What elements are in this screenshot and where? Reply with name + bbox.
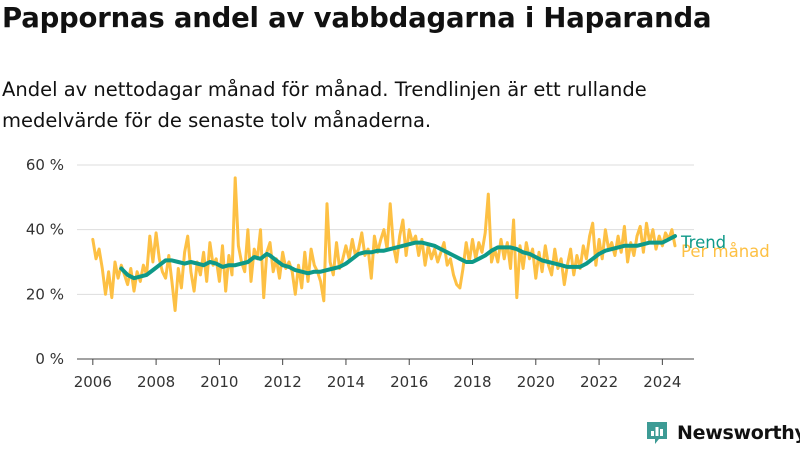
legend-label-per-manad: Per månad bbox=[681, 242, 770, 261]
y-tick-label: 20 % bbox=[26, 285, 64, 303]
series-line-trend bbox=[119, 234, 677, 281]
x-axis: 2006 2008 2010 2012 2014 2016 2018 2020 2022 2024 bbox=[74, 358, 694, 391]
brand-logo: Newsworthy bbox=[645, 418, 800, 448]
legend-label-trend: Trend bbox=[680, 233, 726, 252]
y-tick-label: 40 % bbox=[26, 221, 64, 239]
x-tick-label: 2008 bbox=[137, 373, 175, 391]
page-title: Pappornas andel av vabbdagarna i Haparan… bbox=[2, 2, 712, 34]
x-tick-label: 2016 bbox=[390, 373, 428, 391]
brand-name: Newsworthy bbox=[677, 422, 800, 444]
y-tick-label: 60 % bbox=[26, 156, 64, 174]
series-line-per-manad bbox=[91, 176, 677, 312]
series-layer bbox=[91, 176, 677, 312]
grid-lines: 0 % 20 % 40 % 60 % bbox=[26, 156, 694, 368]
x-tick-label: 2012 bbox=[264, 373, 302, 391]
x-tick-label: 2006 bbox=[74, 373, 112, 391]
x-tick-label: 2014 bbox=[327, 373, 365, 391]
x-tick-label: 2024 bbox=[643, 373, 681, 391]
x-tick-label: 2010 bbox=[200, 373, 238, 391]
x-tick-label: 2020 bbox=[517, 373, 555, 391]
y-tick-label: 0 % bbox=[35, 350, 64, 368]
x-tick-label: 2018 bbox=[453, 373, 491, 391]
page-subtitle: Andel av nettodagar månad för månad. Tre… bbox=[2, 78, 647, 132]
x-tick-label: 2022 bbox=[580, 373, 618, 391]
newsworthy-logo-icon bbox=[647, 422, 667, 444]
